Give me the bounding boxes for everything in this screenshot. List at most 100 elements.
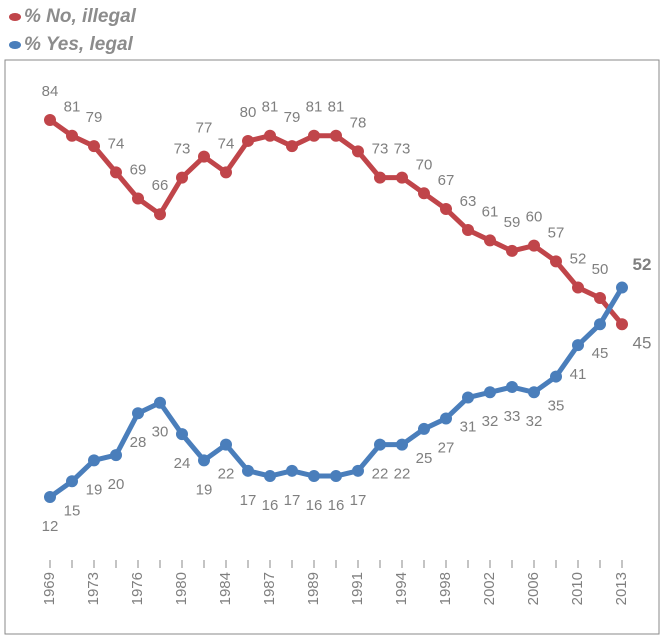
x-tick-label: 2006 [525, 572, 542, 605]
legend-label: % Yes, legal [24, 34, 134, 55]
data-point [198, 150, 210, 163]
x-tick-label: 2002 [481, 572, 498, 605]
data-label: 57 [548, 224, 565, 241]
data-label: 25 [416, 450, 433, 467]
data-point [594, 292, 606, 305]
data-point [374, 171, 386, 184]
data-point [352, 145, 364, 158]
data-point [616, 281, 628, 294]
data-label: 61 [482, 203, 499, 220]
data-label: 27 [438, 439, 455, 456]
data-label: 15 [64, 502, 81, 519]
x-tick-label: 1994 [393, 572, 410, 605]
x-tick-label: 1973 [85, 572, 102, 605]
data-point [440, 412, 452, 425]
data-label: 33 [504, 408, 521, 425]
data-point [308, 129, 320, 142]
data-point [110, 166, 122, 179]
x-tick-label: 1987 [261, 572, 278, 605]
data-label: 81 [328, 99, 345, 116]
data-label: 22 [394, 466, 411, 483]
data-label: 81 [306, 99, 323, 116]
data-label: 67 [438, 172, 455, 189]
legend-label: % No, illegal [24, 6, 137, 27]
data-point [286, 464, 298, 477]
x-tick-label: 2013 [613, 572, 630, 605]
data-label: 81 [64, 99, 81, 116]
data-point [330, 129, 342, 142]
data-label: 84 [42, 83, 59, 100]
data-label: 19 [86, 481, 103, 498]
data-label: 79 [284, 109, 301, 126]
data-point [374, 438, 386, 451]
data-point [66, 129, 78, 142]
data-label: 16 [306, 497, 323, 514]
data-point [132, 407, 144, 420]
data-point [484, 386, 496, 399]
data-point [110, 449, 122, 462]
data-label: 45 [633, 334, 652, 353]
data-label: 41 [570, 366, 587, 383]
data-point [506, 244, 518, 257]
data-point [418, 187, 430, 200]
data-label: 31 [460, 418, 477, 435]
data-label: 22 [218, 466, 235, 483]
data-label: 32 [482, 413, 499, 430]
data-label: 52 [570, 251, 587, 268]
data-label: 73 [174, 141, 191, 158]
data-point [154, 396, 166, 409]
plot-frame [4, 59, 660, 635]
data-point [462, 223, 474, 236]
data-label: 24 [174, 455, 191, 472]
data-point [154, 208, 166, 221]
data-point [550, 370, 562, 383]
legend-swatch [9, 13, 21, 21]
x-tick-label: 1980 [173, 572, 190, 605]
data-label: 74 [108, 135, 125, 152]
data-label: 73 [372, 141, 389, 158]
data-point [550, 255, 562, 268]
data-point [528, 386, 540, 399]
x-tick-label: 1991 [349, 572, 366, 605]
data-point [616, 318, 628, 331]
data-label: 77 [196, 120, 213, 137]
data-label: 17 [240, 492, 257, 509]
data-label: 52 [633, 255, 652, 274]
data-point [286, 140, 298, 153]
data-point [572, 281, 584, 294]
data-label: 16 [262, 497, 279, 514]
data-point [506, 381, 518, 394]
x-tick-label: 1984 [217, 572, 234, 605]
data-point [396, 438, 408, 451]
data-point [440, 203, 452, 216]
data-label: 16 [328, 497, 345, 514]
data-label: 59 [504, 214, 521, 231]
data-point [528, 239, 540, 252]
data-label: 80 [240, 104, 257, 121]
data-point [88, 140, 100, 153]
data-point [176, 428, 188, 441]
data-point [418, 422, 430, 435]
data-point [594, 318, 606, 331]
data-label: 50 [592, 261, 609, 278]
x-tick-label: 2010 [569, 572, 586, 605]
data-label: 17 [284, 492, 301, 509]
data-point [308, 470, 320, 483]
data-label: 17 [350, 492, 367, 509]
data-point [396, 171, 408, 184]
data-point [88, 454, 100, 467]
data-label: 45 [592, 345, 609, 362]
x-tick-label: 1976 [129, 572, 146, 605]
data-label: 28 [130, 434, 147, 451]
data-label: 19 [196, 481, 213, 498]
data-point [572, 339, 584, 352]
data-point [462, 391, 474, 404]
data-label: 20 [108, 476, 125, 493]
data-label: 81 [262, 99, 279, 116]
data-point [352, 464, 364, 477]
data-label: 35 [548, 398, 565, 415]
data-point [176, 171, 188, 184]
x-tick-label: 1969 [41, 572, 58, 605]
data-label: 70 [416, 156, 433, 173]
